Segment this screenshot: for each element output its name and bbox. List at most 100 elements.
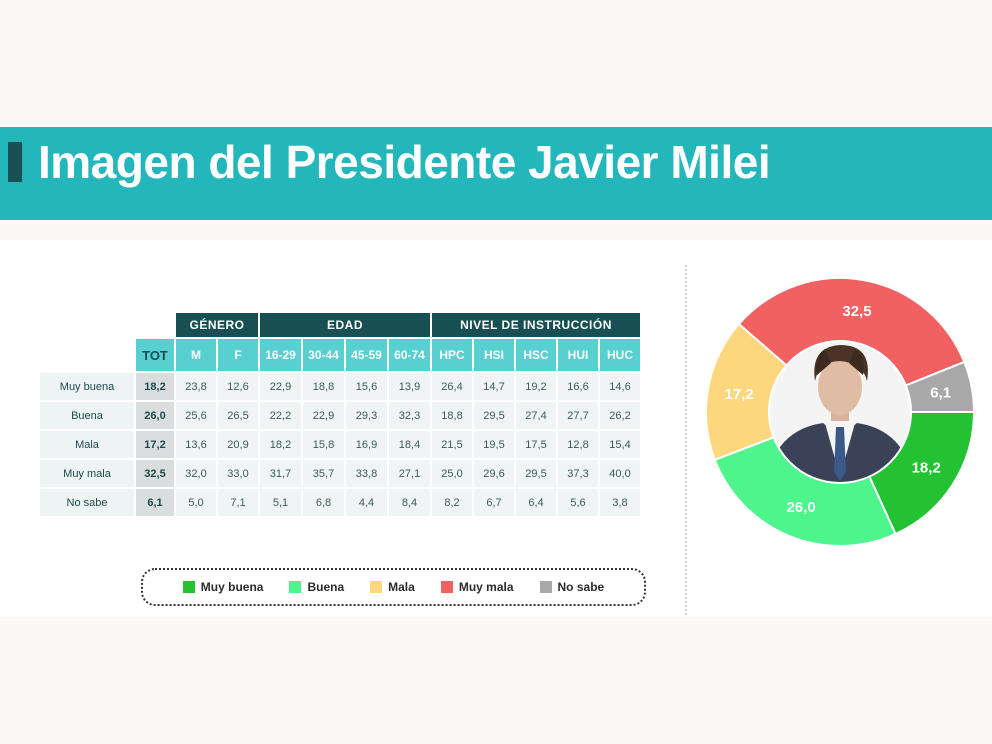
table-cell: 7,1 xyxy=(218,489,258,516)
donut-label: 18,2 xyxy=(912,459,941,476)
legend-label: Mala xyxy=(388,580,415,594)
legend-item: Mala xyxy=(370,580,415,594)
table-row: Muy mala 32,5 32,0 33,0 31,7 35,7 33,8 27,1 25,0… xyxy=(40,460,640,487)
total-cell: 26,0 xyxy=(136,402,174,429)
table-cell: 8,2 xyxy=(432,489,472,516)
column-header: TOT xyxy=(136,339,174,371)
column-header: HSI xyxy=(474,339,514,371)
table-cell: 18,8 xyxy=(303,373,344,400)
total-cell: 17,2 xyxy=(136,431,174,458)
table-cell: 32,0 xyxy=(176,460,216,487)
table-cell: 15,4 xyxy=(600,431,640,458)
table-cell: 27,1 xyxy=(389,460,430,487)
table-cell: 26,5 xyxy=(218,402,258,429)
table-cell: 23,8 xyxy=(176,373,216,400)
table-row: Buena 26,0 25,6 26,5 22,2 22,9 29,3 32,3 18,8 29,… xyxy=(40,402,640,429)
table-cell: 15,8 xyxy=(303,431,344,458)
page-title: Imagen del Presidente Javier Milei xyxy=(38,136,771,188)
table-cell: 5,0 xyxy=(176,489,216,516)
table-cell: 35,7 xyxy=(303,460,344,487)
legend-item: No sabe xyxy=(539,580,605,594)
table-cell: 13,9 xyxy=(389,373,430,400)
table-cell: 33,0 xyxy=(218,460,258,487)
table-cell: 25,0 xyxy=(432,460,472,487)
group-header-genero: GÉNERO xyxy=(176,313,258,337)
table-cell: 27,7 xyxy=(558,402,598,429)
table-cell: 6,8 xyxy=(303,489,344,516)
table-cell: 29,6 xyxy=(474,460,514,487)
table-cell: 15,6 xyxy=(346,373,387,400)
table-cell: 29,3 xyxy=(346,402,387,429)
donut-chart: 18,2 26,0 17,2 32,5 6,1 xyxy=(705,277,975,547)
donut-label: 32,5 xyxy=(842,303,871,320)
column-header-row: TOT M F 16-29 30-44 45-59 60-74 HPC HSI … xyxy=(40,339,640,371)
table-cell: 12,6 xyxy=(218,373,258,400)
table-cell: 6,4 xyxy=(516,489,556,516)
portrait-photo xyxy=(769,341,911,483)
total-cell: 18,2 xyxy=(136,373,174,400)
table-cell: 17,5 xyxy=(516,431,556,458)
legend-swatch xyxy=(289,581,302,593)
table-cell: 19,2 xyxy=(516,373,556,400)
table-cell: 21,5 xyxy=(432,431,472,458)
table-cell: 40,0 xyxy=(600,460,640,487)
group-header-nivel: NIVEL DE INSTRUCCIÓN xyxy=(432,313,640,337)
column-header: M xyxy=(176,339,216,371)
table-cell: 19,5 xyxy=(474,431,514,458)
donut-label: 6,1 xyxy=(930,384,951,401)
title-banner xyxy=(0,127,992,220)
table-cell: 26,2 xyxy=(600,402,640,429)
donut-slices xyxy=(705,277,975,547)
table-cell: 12,8 xyxy=(558,431,598,458)
legend-swatch xyxy=(182,581,195,593)
table-cell: 26,4 xyxy=(432,373,472,400)
header-blank xyxy=(40,313,134,337)
results-table: GÉNERO EDAD NIVEL DE INSTRUCCIÓN TOT M F… xyxy=(38,311,642,518)
donut-label: 26,0 xyxy=(786,499,815,516)
table-cell: 4,4 xyxy=(346,489,387,516)
table-cell: 18,8 xyxy=(432,402,472,429)
table-body: Muy buena 18,2 23,8 12,6 22,9 18,8 15,6 13,9 26,… xyxy=(40,373,640,516)
column-header: 45-59 xyxy=(346,339,387,371)
table-cell: 27,4 xyxy=(516,402,556,429)
group-header-edad: EDAD xyxy=(260,313,430,337)
legend-label: No sabe xyxy=(557,580,605,594)
title-accent-bar xyxy=(8,142,22,182)
legend-label: Buena xyxy=(307,580,345,594)
table-cell: 18,2 xyxy=(260,431,301,458)
header-blank xyxy=(40,339,134,371)
table-cell: 22,9 xyxy=(303,402,344,429)
table-row: No sabe 6,1 5,0 7,1 5,1 6,8 4,4 8,4 8,2 6,7 6,4 5,6… xyxy=(40,489,640,516)
table-cell: 22,9 xyxy=(260,373,301,400)
legend-item: Muy mala xyxy=(440,580,514,594)
table-cell: 6,7 xyxy=(474,489,514,516)
column-header: F xyxy=(218,339,258,371)
table-cell: 32,3 xyxy=(389,402,430,429)
panel-divider xyxy=(685,265,687,615)
group-header-row: GÉNERO EDAD NIVEL DE INSTRUCCIÓN xyxy=(40,313,640,337)
table-row: Muy buena 18,2 23,8 12,6 22,9 18,8 15,6 13,9 26,… xyxy=(40,373,640,400)
table-cell: 22,2 xyxy=(260,402,301,429)
table-cell: 25,6 xyxy=(176,402,216,429)
table-cell: 13,6 xyxy=(176,431,216,458)
table-cell: 8,4 xyxy=(389,489,430,516)
table-cell: 18,4 xyxy=(389,431,430,458)
donut-label: 17,2 xyxy=(724,386,753,403)
column-header: 30-44 xyxy=(303,339,344,371)
row-label: Buena xyxy=(40,402,134,429)
column-header: HUI xyxy=(558,339,598,371)
legend-swatch xyxy=(370,581,383,593)
table-cell: 33,8 xyxy=(346,460,387,487)
column-header: 16-29 xyxy=(260,339,301,371)
table-cell: 5,6 xyxy=(558,489,598,516)
column-header: 60-74 xyxy=(389,339,430,371)
table-cell: 37,3 xyxy=(558,460,598,487)
legend-swatch xyxy=(539,581,552,593)
legend-label: Muy buena xyxy=(200,580,264,594)
table-cell: 3,8 xyxy=(600,489,640,516)
donut-labels: 18,2 26,0 17,2 32,5 6,1 xyxy=(724,303,951,516)
table-cell: 5,1 xyxy=(260,489,301,516)
table-cell: 14,7 xyxy=(474,373,514,400)
table-cell: 16,9 xyxy=(346,431,387,458)
legend-swatch xyxy=(440,581,453,593)
